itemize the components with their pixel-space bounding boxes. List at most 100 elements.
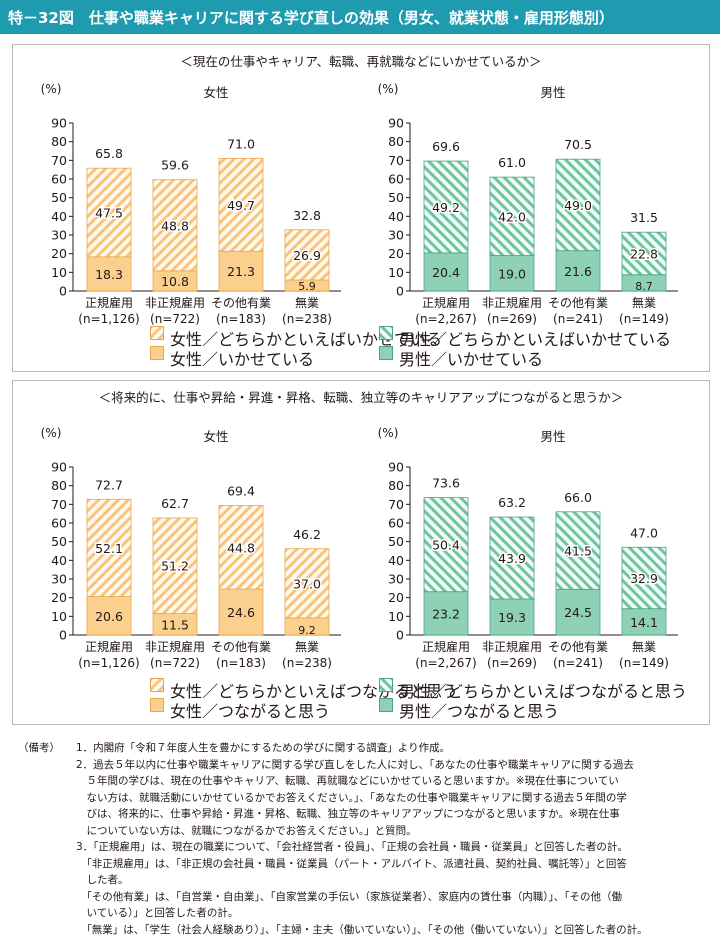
y-tick-label: 20 (388, 246, 404, 261)
note-line: ない方は、就職活動にいかせているかでお答えください。」、「あなたの仕事や職業キャ… (76, 791, 627, 804)
total-label: 61.0 (498, 155, 526, 170)
data-label-solid: 9.2 (298, 624, 316, 637)
x-tick-n-label: (n=269) (487, 656, 537, 670)
y-tick-label: 20 (51, 590, 67, 605)
chart-male-future: (%) 男性 0 10 20 30 40 50 60 70 80 90 23.2 50.4 73.6 正規雇用… (378, 426, 678, 670)
y-tick-label: 30 (388, 228, 404, 243)
note-line: 3．「正規雇用」は、現在の職業について、「会社経営者・役員」、「正規の会社員・職… (76, 841, 628, 853)
x-tick-label: その他有業 (548, 296, 608, 310)
note-line: いている）」と回答した者の計。 (76, 907, 239, 919)
x-tick-label: 非正規雇用 (145, 295, 205, 310)
chart-female-current: (%) 女性 0 10 20 30 40 50 60 70 80 90 18.3 47.5 65.8 正規雇用… (41, 82, 341, 326)
y-axis-label: (%) (41, 426, 62, 440)
y-tick-label: 70 (51, 497, 67, 512)
y-tick-label: 80 (51, 478, 67, 493)
data-label-hatch: 44.8 (227, 540, 255, 555)
note-line: 2．過去５年以内に仕事や職業キャリアに関する学び直しをした人に対し、「あなたの仕… (76, 758, 634, 771)
y-tick-label: 50 (51, 534, 67, 549)
total-label: 59.6 (161, 158, 189, 173)
x-tick-label: 無業 (632, 295, 656, 310)
y-tick-label: 70 (388, 497, 404, 512)
chart-title: 男性 (540, 85, 565, 100)
data-label-hatch: 37.0 (293, 576, 321, 591)
chart-title: 男性 (540, 429, 565, 444)
data-label-hatch: 49.2 (432, 200, 460, 215)
data-label-hatch: 47.5 (95, 206, 123, 221)
data-label-solid: 18.3 (95, 267, 123, 282)
total-label: 70.5 (564, 137, 592, 152)
note-line: についていない方は、就職につながるかでお答えください。」と質問。 (76, 824, 417, 837)
y-tick-label: 40 (388, 553, 404, 568)
y-tick-label: 60 (388, 172, 404, 187)
data-label-solid: 5.9 (298, 280, 316, 293)
x-tick-label: その他有業 (211, 640, 271, 654)
x-tick-n-label: (n=183) (216, 656, 266, 670)
data-label-hatch: 42.0 (498, 209, 526, 224)
y-tick-label: 40 (388, 209, 404, 224)
y-tick-label: 90 (51, 116, 67, 131)
y-tick-label: 10 (388, 609, 404, 624)
total-label: 73.6 (432, 476, 460, 491)
total-label: 32.8 (293, 208, 321, 223)
x-tick-n-label: (n=2,267) (415, 656, 476, 670)
bar-hatch (284, 548, 330, 619)
bar-hatch (152, 517, 198, 614)
x-tick-n-label: (n=241) (553, 656, 603, 670)
x-tick-n-label: (n=2,267) (415, 312, 476, 326)
bar-hatch (152, 179, 198, 272)
y-tick-label: 0 (59, 628, 67, 643)
data-label-solid: 8.7 (635, 280, 653, 293)
y-tick-label: 10 (51, 609, 67, 624)
x-tick-n-label: (n=149) (619, 312, 669, 326)
bar-hatch (621, 231, 667, 276)
total-label: 66.0 (564, 490, 592, 505)
note-line: した者。 (76, 874, 129, 886)
bar-hatch (86, 498, 132, 597)
section-title-future-career: ＜将来的に、仕事や昇給・昇進・昇格、転職、独立等のキャリアアップにつながると思う… (98, 390, 624, 405)
data-label-hatch: 51.2 (161, 559, 189, 574)
total-label: 63.2 (498, 495, 526, 510)
x-tick-label: 非正規雇用 (482, 639, 542, 654)
data-label-solid: 20.4 (432, 265, 460, 280)
data-label-hatch: 50.4 (432, 538, 460, 553)
total-label: 65.8 (95, 146, 123, 161)
y-tick-label: 10 (388, 265, 404, 280)
y-tick-label: 90 (388, 116, 404, 131)
x-tick-label: 正規雇用 (422, 639, 470, 654)
bar-hatch (489, 176, 535, 256)
bar-solid (489, 598, 535, 636)
y-axis-label: (%) (378, 82, 399, 96)
y-tick-label: 10 (51, 265, 67, 280)
y-axis-label: (%) (378, 426, 399, 440)
y-tick-label: 20 (388, 590, 404, 605)
bar-hatch (489, 516, 535, 600)
x-tick-label: その他有業 (548, 640, 608, 654)
data-label-solid: 14.1 (630, 615, 658, 630)
y-axis-label: (%) (41, 82, 62, 96)
y-tick-label: 30 (388, 572, 404, 587)
chart-male-current: (%) 男性 0 10 20 30 40 50 60 70 80 90 20.4 49.2 69.6 正規雇用… (378, 82, 678, 326)
y-tick-label: 20 (51, 246, 67, 261)
y-tick-label: 60 (51, 516, 67, 531)
x-tick-n-label: (n=238) (282, 656, 332, 670)
figure-header: 特－32図 仕事や職業キャリアに関する学び直しの効果（男女、就業状態・雇用形態別… (0, 0, 720, 34)
data-label-solid: 10.8 (161, 274, 189, 289)
data-label-hatch: 26.9 (293, 248, 321, 263)
data-label-hatch: 49.0 (564, 198, 592, 213)
data-label-hatch: 32.9 (630, 571, 658, 586)
note-line: 1．内閣府「令和７年度人生を豊かにするための学びに関する調査」より作成。 (76, 742, 451, 754)
section-title-current-use: ＜現在の仕事やキャリア、転職、再就職などにいかせているか＞ (180, 54, 542, 69)
data-label-solid: 19.3 (498, 610, 526, 625)
y-tick-label: 50 (388, 534, 404, 549)
x-tick-label: その他有業 (211, 296, 271, 310)
data-label-hatch: 22.8 (630, 246, 658, 261)
chart-female-future: (%) 女性 0 10 20 30 40 50 60 70 80 90 20.6 52.1 72.7 正規雇用… (41, 426, 341, 670)
x-tick-n-label: (n=722) (150, 312, 200, 326)
panel-future-career: ＜将来的に、仕事や昇給・昇進・昇格、転職、独立等のキャリアアップにつながると思う… (12, 380, 710, 725)
note-line: 「無業」は、「学生（社会人経験あり）」、「主婦・主夫（働いていない）」、「その他… (76, 923, 648, 936)
bar-solid (555, 588, 601, 636)
x-tick-n-label: (n=241) (553, 312, 603, 326)
bar-hatch (621, 546, 667, 610)
x-tick-n-label: (n=238) (282, 312, 332, 326)
x-tick-label: 非正規雇用 (145, 639, 205, 654)
